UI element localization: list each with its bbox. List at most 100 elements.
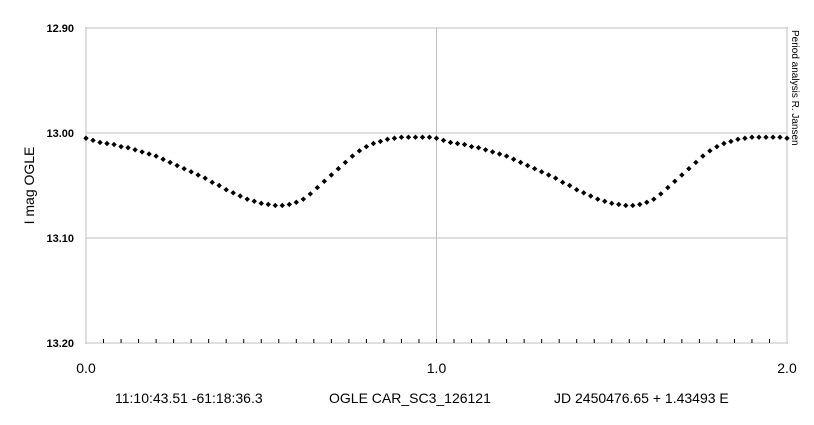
data-point — [160, 156, 166, 162]
data-point — [609, 200, 615, 207]
data-point — [644, 199, 650, 205]
data-point — [335, 166, 342, 172]
footer-ephemeris: JD 2450476.65 + 1.43493 E — [554, 390, 729, 406]
data-point — [475, 145, 482, 151]
data-point — [510, 156, 517, 162]
data-point — [538, 169, 545, 175]
data-point — [272, 202, 278, 209]
data-point — [342, 159, 349, 166]
data-point — [728, 138, 734, 145]
data-point — [188, 169, 194, 175]
data-point — [251, 198, 257, 204]
data-point — [412, 134, 419, 140]
data-point — [763, 134, 769, 140]
data-point — [482, 147, 489, 153]
x-tick-labels: 0.0 1.0 2.0 — [76, 360, 797, 376]
data-point — [279, 202, 285, 209]
data-point — [595, 196, 601, 202]
data-point — [356, 148, 363, 154]
data-point — [139, 149, 145, 155]
data-point — [181, 166, 187, 172]
data-point — [672, 178, 678, 184]
data-point — [146, 151, 152, 157]
data-point — [777, 134, 783, 140]
data-point — [735, 136, 741, 142]
data-point — [574, 187, 580, 193]
data-point — [440, 137, 447, 144]
footer-coordinates: 11:10:43.51 -61:18:36.3 — [115, 390, 263, 406]
data-point — [559, 179, 566, 186]
data-point — [405, 134, 412, 140]
x-tick-label: 1.0 — [427, 360, 447, 376]
data-point — [209, 179, 215, 186]
data-point — [552, 175, 559, 181]
data-point — [293, 199, 299, 205]
data-point — [216, 182, 222, 189]
data-point — [756, 134, 762, 140]
y-tick-label: 13.20 — [46, 338, 74, 350]
y-tick-label: 13.00 — [46, 128, 74, 140]
data-point — [426, 134, 433, 140]
data-point — [623, 202, 629, 209]
data-point — [616, 201, 622, 208]
data-point — [237, 193, 243, 199]
data-point — [503, 153, 510, 159]
data-point — [370, 140, 377, 147]
footer-star-id: OGLE CAR_SC3_126121 — [329, 390, 491, 406]
data-point — [419, 134, 426, 140]
data-point — [665, 184, 671, 191]
x-axis-minor-ticks — [103, 339, 770, 343]
data-point — [658, 191, 664, 197]
x-tick-label: 2.0 — [777, 360, 797, 376]
data-point — [265, 201, 271, 208]
data-point — [602, 198, 608, 204]
credit-note: Period analysis R. Jansen — [789, 30, 800, 146]
data-point — [545, 172, 552, 178]
data-point — [300, 196, 307, 202]
data-point — [700, 153, 706, 159]
data-point — [349, 153, 356, 159]
data-point — [630, 202, 636, 209]
data-point — [391, 135, 398, 141]
data-point — [496, 151, 503, 157]
data-point — [524, 162, 531, 169]
data-point — [132, 147, 138, 153]
data-point — [286, 201, 292, 208]
data-point — [153, 153, 159, 159]
data-point — [581, 190, 587, 196]
data-point — [195, 172, 201, 178]
data-point — [174, 162, 180, 169]
data-point — [707, 148, 713, 154]
data-point — [588, 193, 594, 199]
data-point — [651, 196, 657, 202]
data-point — [125, 145, 131, 151]
y-tick-labels: 12.90 13.00 13.10 13.20 — [46, 23, 74, 350]
data-point — [679, 172, 685, 178]
data-point — [328, 172, 335, 178]
data-point — [489, 149, 496, 155]
data-point — [693, 159, 699, 166]
y-tick-label: 12.90 — [46, 23, 74, 35]
data-point — [784, 135, 790, 141]
data-point — [637, 201, 643, 208]
data-point — [244, 196, 250, 202]
data-point — [167, 159, 173, 166]
data-point — [714, 143, 720, 150]
data-point — [104, 140, 110, 147]
data-point — [384, 136, 391, 142]
data-point — [468, 143, 475, 150]
data-point — [742, 135, 748, 141]
x-tick-label: 0.0 — [76, 360, 96, 376]
grid-lines — [85, 27, 788, 344]
data-point — [686, 166, 692, 172]
data-point — [454, 140, 461, 147]
data-point — [307, 191, 314, 197]
data-point — [566, 182, 573, 189]
data-point — [202, 175, 208, 181]
data-point — [90, 137, 96, 144]
data-point — [433, 135, 440, 141]
data-point — [461, 141, 468, 148]
data-point — [770, 134, 776, 140]
data-point — [230, 190, 236, 196]
